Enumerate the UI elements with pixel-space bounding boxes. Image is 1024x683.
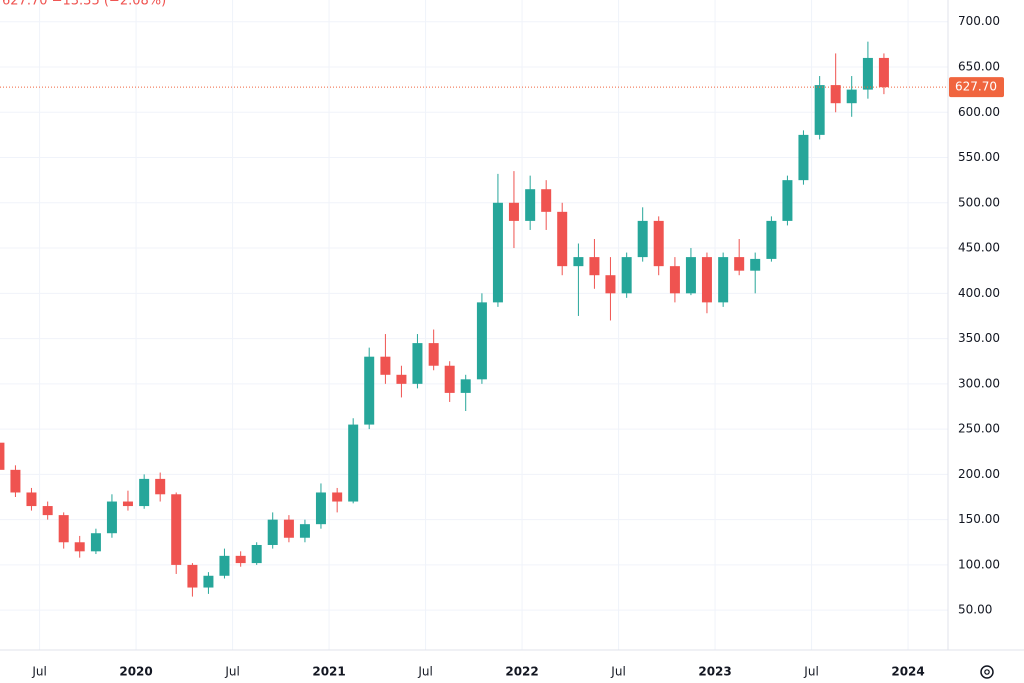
candle-body xyxy=(460,379,471,393)
candle-body xyxy=(122,501,133,507)
candle-body xyxy=(90,533,101,552)
candle-body xyxy=(685,257,696,294)
candle-body xyxy=(58,515,69,543)
candle-body xyxy=(782,180,793,221)
candle-body xyxy=(653,220,664,267)
candle-body xyxy=(10,469,21,493)
candle-body xyxy=(766,220,777,259)
x-tick-label: Jul xyxy=(224,665,239,679)
candle-body xyxy=(605,275,616,294)
y-tick-label: 200.00 xyxy=(958,467,1000,481)
candle-body xyxy=(155,478,166,495)
candle-body xyxy=(589,257,600,276)
candle-body xyxy=(364,356,375,425)
y-tick-label: 350.00 xyxy=(958,331,1000,345)
candle-body xyxy=(444,365,455,393)
y-tick-label: 450.00 xyxy=(958,241,1000,255)
candle-body xyxy=(621,257,632,294)
candle-body xyxy=(348,424,359,502)
candle-body xyxy=(637,220,648,258)
x-tick-label: Jul xyxy=(803,665,818,679)
gear-ring xyxy=(980,665,994,679)
candle-body xyxy=(332,492,343,502)
x-tick-label: 2023 xyxy=(698,665,731,679)
x-tick-label: 2024 xyxy=(891,665,924,679)
candle-body xyxy=(798,134,809,181)
candle-body xyxy=(412,343,423,384)
candle-body xyxy=(380,356,391,375)
last-price-badge xyxy=(949,77,1004,98)
candle-body xyxy=(251,544,262,564)
y-tick-label: 100.00 xyxy=(958,557,1000,571)
candle-body xyxy=(718,257,729,303)
y-tick-label: 150.00 xyxy=(958,512,1000,526)
y-tick-label: 650.00 xyxy=(958,59,1000,73)
candle-body xyxy=(74,542,85,552)
candle-body xyxy=(476,302,487,380)
x-tick-label: Jul xyxy=(31,665,46,679)
candle-body xyxy=(878,57,889,88)
y-tick-label: 50.00 xyxy=(958,603,992,617)
candle-body xyxy=(219,555,230,576)
candle-body xyxy=(235,555,246,564)
candle-body xyxy=(669,266,680,294)
y-tick-label: 600.00 xyxy=(958,105,1000,119)
candle-body xyxy=(541,189,552,212)
candle-body xyxy=(283,519,294,538)
candle-body xyxy=(557,211,568,267)
candle-body xyxy=(139,478,150,507)
candle-body xyxy=(734,257,745,271)
y-tick-label: 550.00 xyxy=(958,150,1000,164)
candle-body xyxy=(508,202,519,221)
x-tick-label: Jul xyxy=(610,665,625,679)
candle-body xyxy=(26,492,37,507)
candle-body xyxy=(203,575,214,588)
settings-icon[interactable] xyxy=(980,665,994,679)
candle-body xyxy=(830,85,841,104)
candle-body xyxy=(396,374,407,384)
y-tick-label: 400.00 xyxy=(958,286,1000,300)
y-tick-label: 250.00 xyxy=(958,422,1000,436)
candle-body xyxy=(106,501,117,534)
x-tick-label: 2020 xyxy=(119,665,152,679)
candle-body xyxy=(315,492,326,525)
candle-body xyxy=(492,202,503,303)
candle-body xyxy=(846,89,857,104)
candle-body xyxy=(42,506,53,516)
candle-body xyxy=(573,257,584,267)
candle-body xyxy=(0,442,5,470)
candle-body xyxy=(814,85,825,135)
candle-body xyxy=(299,524,310,538)
x-tick-label: 2022 xyxy=(505,665,538,679)
candle-body xyxy=(267,519,278,545)
candle-body xyxy=(750,258,761,271)
header-quote: 627.70 −13.35 (−2.08%) xyxy=(2,0,166,9)
gear-hub xyxy=(984,669,990,675)
x-tick-label: Jul xyxy=(417,665,432,679)
candle-body xyxy=(525,189,536,221)
x-tick-label: 2021 xyxy=(312,665,345,679)
candle-body xyxy=(428,343,439,366)
candle-body xyxy=(187,564,198,588)
candle-body xyxy=(862,57,873,90)
y-tick-label: 300.00 xyxy=(958,376,1000,390)
last-price-label: 627.70 xyxy=(955,80,997,94)
candle-body xyxy=(171,494,182,565)
y-tick-label: 700.00 xyxy=(958,14,1000,28)
y-tick-label: 500.00 xyxy=(958,195,1000,209)
candle-body xyxy=(701,257,712,303)
